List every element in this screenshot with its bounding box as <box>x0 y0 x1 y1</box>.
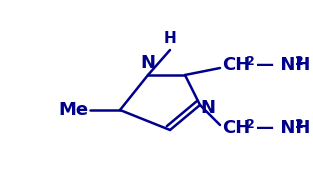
Text: 2: 2 <box>246 118 255 131</box>
Text: N: N <box>141 54 156 72</box>
Text: 2: 2 <box>246 55 255 68</box>
Text: — NH: — NH <box>256 119 310 137</box>
Text: 2: 2 <box>295 55 304 68</box>
Text: H: H <box>164 31 176 46</box>
Text: CH: CH <box>222 56 250 74</box>
Text: Me: Me <box>58 101 88 119</box>
Text: 2: 2 <box>295 118 304 131</box>
Text: — NH: — NH <box>256 56 310 74</box>
Text: CH: CH <box>222 119 250 137</box>
Text: N: N <box>200 99 215 117</box>
